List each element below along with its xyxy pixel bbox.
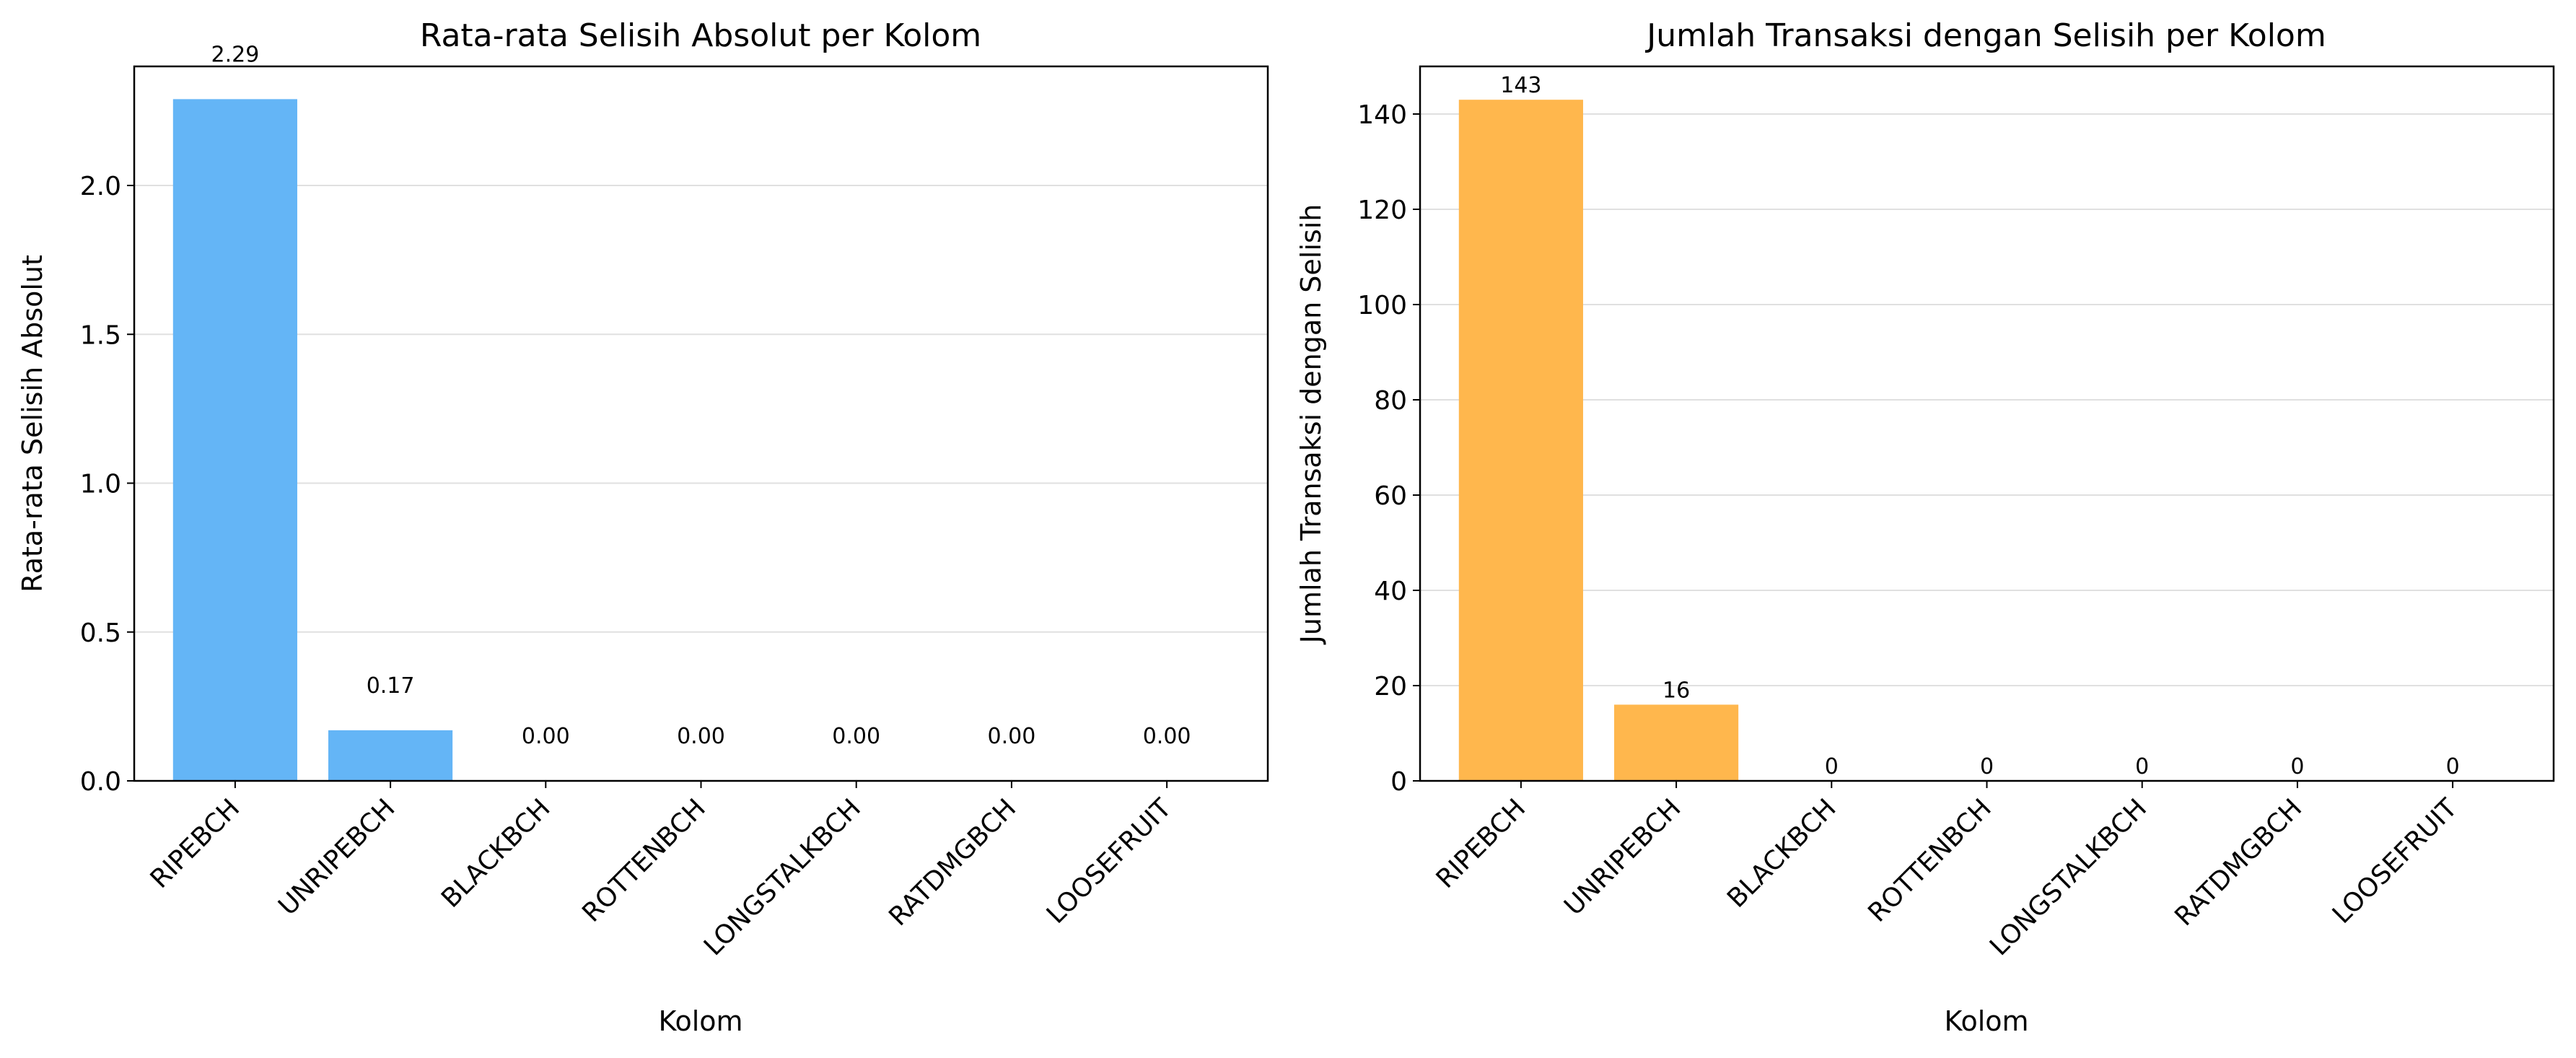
x-tick-label: BLACKBCH [1722, 793, 1842, 914]
y-tick-label: 20 [1374, 672, 1407, 701]
yticks-left: 0.0 0.5 1.0 1.5 2.0 [80, 172, 134, 797]
x-tick-label: UNRIPEBCH [273, 793, 400, 921]
data-label: 143 [1500, 73, 1541, 98]
grid-right [1420, 113, 2554, 686]
x-tick-label: RATDMGBCH [883, 793, 1022, 932]
y-tick-label: 0.0 [80, 767, 121, 797]
x-tick-label: LONGSTALKBCH [1984, 793, 2152, 961]
chart-panel-right: 143 16 0 0 0 0 0 0 20 40 60 80 100 120 140 RIPEBCH UNR… [1295, 17, 2555, 1037]
data-label: 0 [2290, 754, 2304, 779]
y-tick-label: 40 [1374, 577, 1407, 606]
x-tick-label: ROTTENBCH [1862, 793, 1997, 927]
chart-title-right: Jumlah Transaksi dengan Selisih per Kolo… [1644, 17, 2326, 54]
y-tick-label: 1.5 [80, 320, 121, 350]
data-label: 0.00 [522, 724, 570, 749]
x-axis-label-left: Kolom [658, 1005, 742, 1037]
x-tick-label: LOOSEFRUIT [2327, 793, 2463, 930]
data-label: 0.17 [367, 673, 415, 699]
data-labels-left: 2.29 0.17 0.00 0.00 0.00 0.00 0.00 [211, 42, 1191, 749]
data-label: 0.00 [832, 724, 880, 749]
x-tick-label: RIPEBCH [1431, 793, 1532, 894]
y-tick-label: 1.0 [80, 470, 121, 499]
data-label: 0.00 [1143, 724, 1191, 749]
bars-left [172, 99, 453, 781]
plot-frame-right [1419, 65, 2555, 782]
xticks-left: RIPEBCH UNRIPEBCH BLACKBCH ROTTENBCHLONGSTA… [145, 781, 1178, 961]
y-axis-label-left: Rata-rata Selisih Absolut [17, 255, 48, 593]
data-label: 0 [1980, 754, 1994, 779]
y-tick-label: 80 [1374, 386, 1407, 416]
x-tick-label: UNRIPEBCH [1559, 793, 1686, 921]
bars-right [1458, 100, 1739, 781]
y-tick-label: 0.5 [80, 618, 121, 648]
x-tick-label: RATDMGBCH [2169, 793, 2308, 932]
bar-ripebch [172, 99, 297, 781]
data-label: 0 [2135, 754, 2149, 779]
x-axis-label-right: Kolom [1944, 1005, 2028, 1037]
y-tick-label: 140 [1357, 100, 1407, 130]
bar-ripebch [1458, 100, 1583, 781]
plot-frame-left [133, 65, 1269, 782]
y-axis-label-right: Jumlah Transaksi dengan Selisih [1295, 204, 1327, 645]
x-tick-label: ROTTENBCH [577, 793, 711, 927]
data-label: 0 [1825, 754, 1839, 779]
xticks-right: RIPEBCH UNRIPEBCH BLACKBCH ROTTENBCHLONGSTA… [1431, 781, 2463, 961]
x-tick-label: RIPEBCH [145, 793, 246, 894]
x-tick-label: LONGSTALKBCH [698, 793, 867, 961]
data-label: 2.29 [211, 42, 259, 67]
yticks-right: 0 20 40 60 80 100 120 140 [1357, 100, 1420, 797]
bar-unripebch [328, 730, 453, 781]
bar-unripebch [1614, 704, 1739, 781]
y-tick-label: 0 [1390, 767, 1407, 797]
data-label: 0.00 [677, 724, 725, 749]
chart-title-left: Rata-rata Selisih Absolut per Kolom [420, 17, 981, 54]
x-tick-label: LOOSEFRUIT [1041, 793, 1178, 930]
data-label: 0 [2446, 754, 2460, 779]
data-label: 0.00 [988, 724, 1036, 749]
chart-panel-left: 2.29 0.17 0.00 0.00 0.00 0.00 0.00 0.0 0.5 1.0 1.… [17, 17, 1269, 1037]
y-tick-label: 120 [1357, 196, 1407, 225]
data-labels-right: 143 16 0 0 0 0 0 [1500, 73, 2459, 779]
y-tick-label: 2.0 [80, 172, 121, 201]
x-tick-label: BLACKBCH [436, 793, 556, 914]
y-tick-label: 100 [1357, 291, 1407, 320]
y-tick-label: 60 [1374, 481, 1407, 511]
data-label: 16 [1662, 678, 1690, 703]
grid-left [134, 185, 1268, 633]
